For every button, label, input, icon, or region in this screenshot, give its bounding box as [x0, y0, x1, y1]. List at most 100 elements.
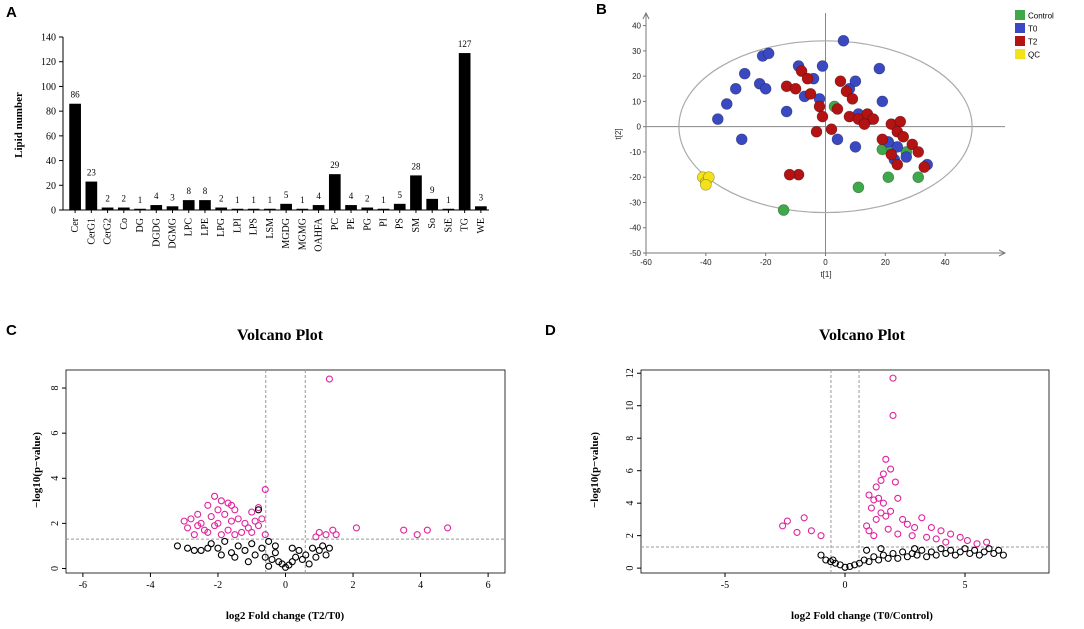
x-tick-label: 40 [941, 258, 950, 267]
bar-data-label: 8 [203, 186, 208, 196]
x-tick-label: MGDG [281, 218, 292, 249]
bar-data-label: 5 [397, 190, 402, 200]
nonsignificant-lipid-point [254, 506, 263, 514]
significant-lipid-point [261, 531, 269, 539]
significant-lipid-point [937, 527, 945, 535]
bar-data-label: 4 [316, 191, 321, 201]
significant-lipid-point [244, 524, 252, 532]
bar-data-label: 1 [446, 195, 451, 205]
y-tick-label: 80 [46, 107, 56, 118]
significant-lipid-point [325, 375, 333, 383]
significant-lipid-point [329, 526, 337, 534]
bar-data-label: 1 [381, 195, 386, 205]
panel-d-label: D [545, 322, 556, 339]
score-point-t2 [816, 110, 829, 123]
nonsignificant-lipid-point [221, 537, 229, 545]
significant-lipid-point [400, 526, 408, 534]
score-point-control [852, 181, 865, 194]
bar-data-label: 2 [365, 194, 370, 204]
nonsignificant-lipid-point [261, 553, 269, 561]
nonsignificant-lipid-point [985, 545, 993, 553]
nonsignificant-lipid-point [855, 559, 863, 567]
score-point-t2 [813, 100, 826, 113]
nonsignificant-lipid-point [251, 551, 259, 559]
nonsignificant-lipid-point [315, 546, 323, 554]
significant-lipid-point [923, 533, 931, 541]
x-tick-label: PC [330, 218, 341, 231]
bar-data-label: 4 [154, 191, 159, 201]
significant-lipid-point [312, 533, 320, 541]
y-tick-label: 10 [632, 97, 641, 106]
nonsignificant-lipid-point [197, 546, 205, 554]
significant-lipid-point [918, 514, 926, 522]
score-point-t2 [858, 118, 871, 130]
bar [345, 205, 357, 210]
nonsignificant-lipid-point [312, 553, 320, 561]
score-point-control [912, 171, 925, 184]
y-tick-label: -40 [629, 224, 641, 233]
nonsignificant-lipid-point [877, 545, 885, 553]
confidence-ellipse [678, 40, 973, 214]
bar-data-label: 1 [138, 195, 143, 205]
score-point-t2 [840, 85, 853, 98]
significant-lipid-point [877, 476, 885, 484]
significant-lipid-point [352, 524, 360, 532]
score-point-t0 [735, 133, 748, 146]
score-point-t0 [780, 105, 793, 118]
y-tick-label: 30 [632, 47, 641, 56]
bar-data-label: 3 [479, 192, 484, 202]
panel-b-legend: Control T0 T2 QC [1015, 10, 1054, 60]
bar [361, 207, 374, 210]
bar-data-label: 2 [219, 194, 224, 204]
legend-label: QC [1028, 51, 1040, 60]
nonsignificant-lipid-point [966, 549, 974, 558]
nonsignificant-lipid-point [884, 554, 892, 562]
significant-lipid-point [231, 531, 239, 539]
bar [231, 208, 244, 210]
bar-data-label: 29 [330, 160, 340, 170]
significant-lipid-point [221, 510, 229, 518]
nonsignificant-lipid-point [817, 551, 825, 559]
x-tick-label: -40 [700, 258, 712, 267]
significant-lipid-point [927, 523, 935, 532]
bar-data-label: 23 [87, 168, 97, 178]
nonsignificant-lipid-point [995, 546, 1003, 554]
nonsignificant-lipid-point [325, 544, 333, 552]
panel-a: A Lipid number 0 20 40 60 80 100 120 140 86 Cer 2… [6, 4, 489, 252]
bar-data-label: 9 [430, 185, 435, 195]
score-point-t0 [849, 75, 862, 88]
nonsignificant-lipid-point [265, 537, 273, 545]
nonsignificant-lipid-point [942, 549, 950, 558]
nonsignificant-lipid-point [241, 546, 249, 554]
legend-swatch [1015, 10, 1025, 20]
significant-lipid-point [423, 526, 431, 534]
nonsignificant-lipid-point [288, 558, 296, 566]
x-tick-label: PE [346, 218, 357, 230]
significant-lipid-point [187, 515, 195, 523]
nonsignificant-lipid-point [980, 548, 988, 556]
score-point-t0 [729, 82, 742, 95]
y-tick-label: 6 [50, 431, 61, 436]
significant-lipid-point [863, 522, 871, 530]
significant-lipid-point [879, 470, 887, 478]
nonsignificant-lipid-point [846, 562, 854, 571]
legend-label: Control [1028, 12, 1054, 21]
panel-c-x-axis-title: log2 Fold change (T2/T0) [226, 610, 345, 622]
legend-label: T0 [1028, 25, 1038, 34]
significant-lipid-point [793, 528, 801, 536]
nonsignificant-lipid-point [822, 556, 830, 564]
x-tick-label: SM [411, 218, 422, 233]
nonsignificant-lipid-point [271, 542, 279, 550]
significant-lipid-point [231, 506, 239, 514]
significant-lipid-point [887, 465, 895, 473]
nonsignificant-lipid-point [990, 549, 998, 558]
score-point-t0 [831, 133, 844, 146]
x-tick-label: -20 [760, 258, 772, 267]
y-tick-label: 4 [50, 476, 61, 481]
y-tick-label: 0 [51, 206, 56, 217]
nonsignificant-lipid-point [265, 562, 273, 570]
significant-lipid-point [204, 501, 212, 509]
significant-lipid-point [254, 504, 263, 512]
significant-lipid-point [207, 513, 215, 521]
y-tick-label: 0 [50, 566, 61, 571]
